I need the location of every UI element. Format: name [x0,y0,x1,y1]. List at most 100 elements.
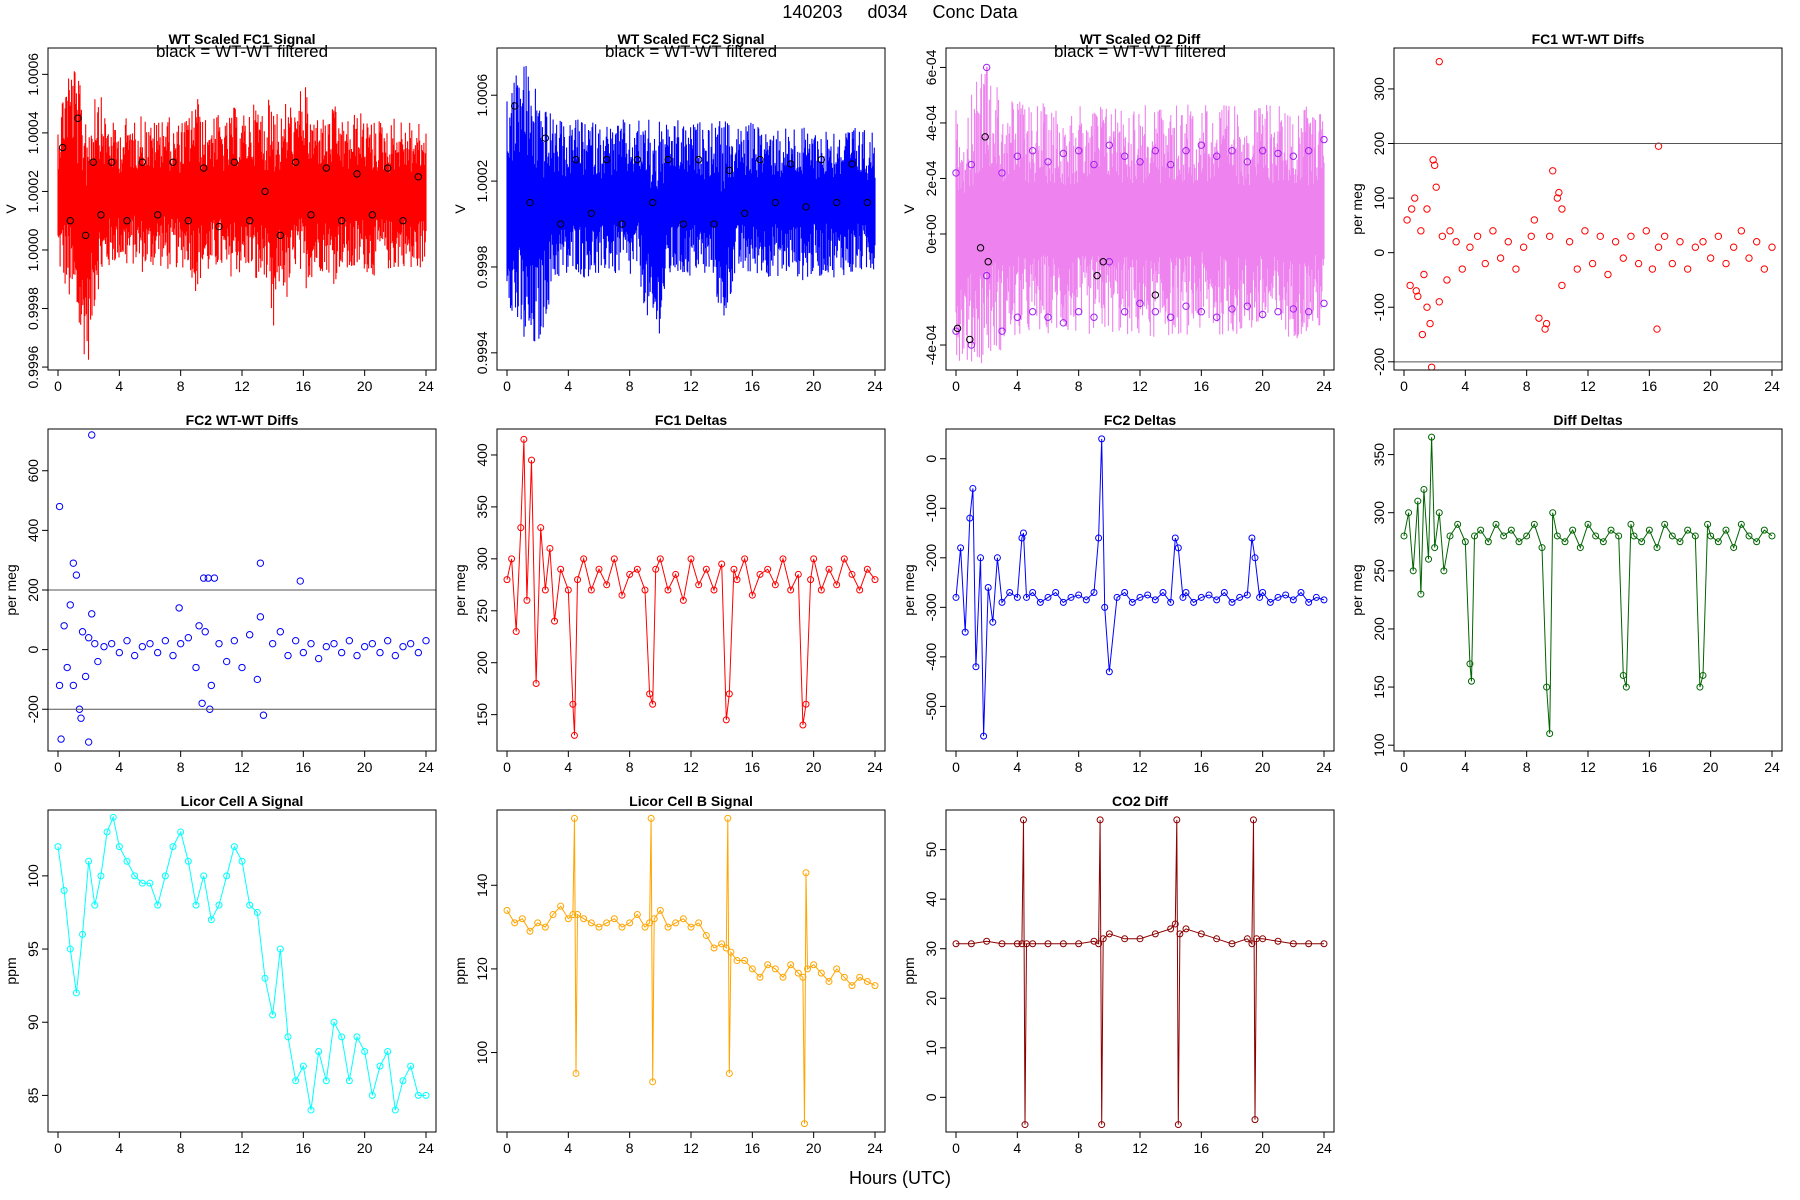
y-tick-label: 1.0002 [474,159,490,202]
data-point [1466,660,1474,668]
data-point [307,639,315,648]
x-tick-label: 24 [1764,759,1780,775]
data-point [1706,254,1715,262]
y-tick-label: 150 [474,703,490,727]
x-tick-label: 24 [418,1140,434,1156]
data-point [131,872,139,880]
data-point [1417,227,1425,235]
data-point [863,565,871,573]
data-point [1423,303,1431,311]
data-point [602,155,611,164]
y-tick-label: 150 [1371,675,1387,699]
x-tick-label: 8 [177,378,185,394]
data-point [1151,596,1159,604]
y-tick-label: 250 [474,599,490,623]
data-point [81,231,90,240]
data-point [779,973,787,981]
figure-date: 140203 [782,2,843,22]
data-point [794,969,802,977]
data-point [399,1077,407,1085]
x-tick-label: 4 [1461,759,1469,775]
data-point [1013,593,1021,601]
data-point [541,134,550,142]
data-point [771,198,780,207]
x-tick-label: 16 [745,759,761,775]
data-point [1282,591,1290,599]
data-point [153,211,162,219]
y-axis-label: per meg [3,564,19,615]
x-tick-label: 4 [115,378,123,394]
data-point [871,576,879,584]
data-point [1105,930,1113,938]
y-tick-label: -100 [1371,293,1387,321]
data-point [383,164,392,172]
data-point [1176,930,1184,938]
data-point [740,209,749,217]
data-point [587,919,595,927]
data-point [269,1011,277,1019]
data-point [1006,588,1014,596]
data-point [1243,158,1252,166]
data-point [81,672,90,681]
data-point [817,586,825,594]
data-point [161,872,169,880]
data-point [1546,730,1554,738]
data-point [1504,238,1512,246]
data-point [1236,593,1244,601]
data-point [154,901,162,909]
data-point [1707,532,1715,540]
data-point [957,544,965,552]
data-point [1305,940,1313,948]
series-co2-diff [952,816,1328,1129]
data-point [541,586,549,594]
data-point [512,628,520,636]
x-tick-label: 24 [418,378,434,394]
data-point [983,937,991,945]
data-point [724,814,732,822]
x-tick-label: 0 [54,1140,62,1156]
data-point [952,593,960,601]
data-point [1093,271,1101,280]
data-point [718,560,726,568]
data-point [1420,270,1428,279]
data-point [817,155,826,164]
x-tick-label: 24 [1316,378,1332,394]
data-point [153,648,162,657]
data-point [1555,188,1563,197]
data-point [207,681,216,690]
data-point [1530,520,1538,528]
y-axis-label: per meg [452,564,468,615]
data-point [1545,232,1554,240]
x-tick-label: 20 [357,759,373,775]
chart-annotation: black = WT-WT filtered [156,42,328,61]
data-point [626,570,634,578]
data-point [569,911,577,919]
data-point [610,915,618,923]
data-point [722,944,730,952]
data-point [825,977,833,985]
data-point [733,957,741,965]
data-point [58,143,67,152]
data-point [1660,232,1669,240]
data-point [1274,937,1282,945]
data-point [649,700,657,708]
data-point [276,945,284,953]
data-point [1074,308,1083,316]
data-point [710,586,718,594]
data-point [407,1062,415,1070]
data-point [1075,940,1083,948]
data-point [518,915,526,923]
x-tick-label: 4 [564,378,572,394]
data-point [564,915,572,923]
data-point [78,628,87,636]
data-point [863,198,872,207]
y-axis-label: V [3,204,19,214]
data-point [368,1091,376,1099]
data-point [1197,141,1206,149]
x-tick-label: 4 [1013,378,1021,394]
x-tick-label: 24 [1316,1140,1332,1156]
data-point [1645,526,1653,534]
data-point [848,570,856,578]
data-point [74,114,82,122]
data-point [91,639,99,648]
